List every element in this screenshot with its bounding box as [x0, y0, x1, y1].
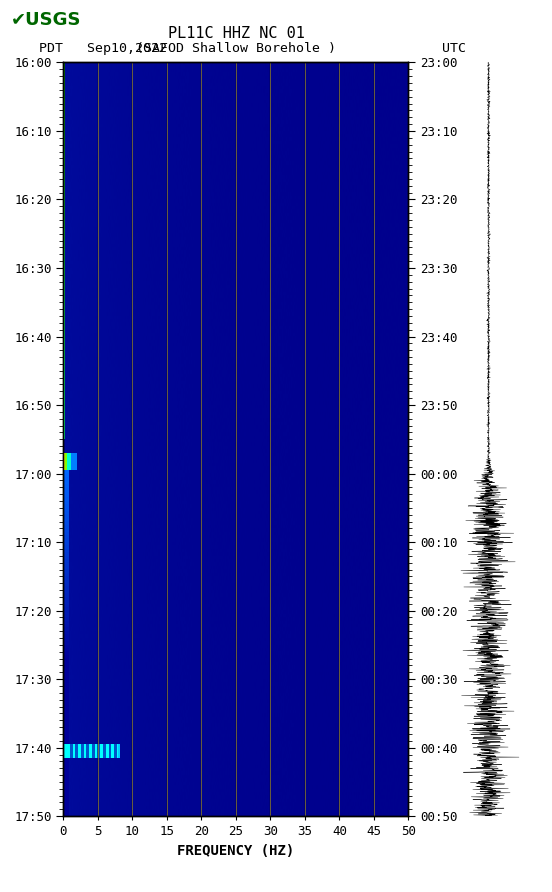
Text: (SAFOD Shallow Borehole ): (SAFOD Shallow Borehole ): [136, 42, 336, 54]
X-axis label: FREQUENCY (HZ): FREQUENCY (HZ): [177, 844, 295, 858]
Text: PL11C HHZ NC 01: PL11C HHZ NC 01: [168, 27, 305, 41]
Text: ✔USGS: ✔USGS: [11, 11, 82, 29]
Text: UTC: UTC: [442, 42, 465, 54]
Text: PDT   Sep10,2022: PDT Sep10,2022: [39, 42, 167, 54]
